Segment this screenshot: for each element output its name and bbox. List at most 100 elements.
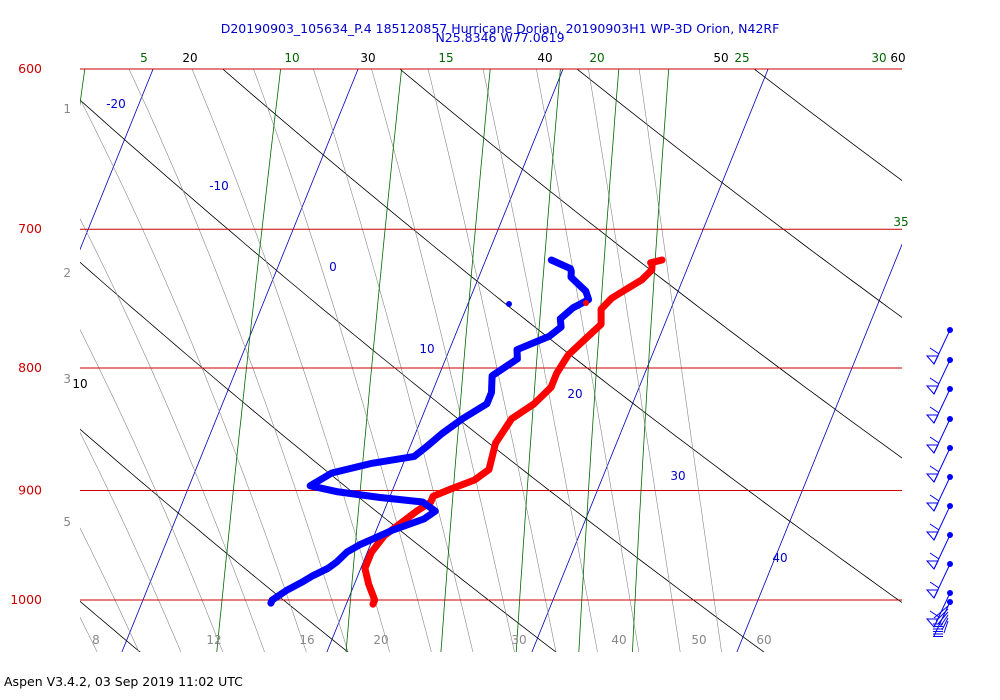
moist-adiabat-line [0,0,29,680]
wind-barb-pennant [925,502,939,512]
wind-barb [925,590,953,628]
moist-adiabat-line [588,69,681,652]
temperature-point [430,493,437,500]
temperature-tick-label: 16 [299,633,314,647]
temperature-point [492,440,499,447]
height-tick-label: 1 [63,102,71,116]
moist-adiabat-line [80,218,265,652]
dry-adiabat-line [80,99,765,652]
dry-adiabat-label: 40 [537,51,552,65]
temperature-point [486,466,492,473]
mixing-ratio-label: 25 [734,51,749,65]
temperature-point [447,486,454,493]
isotherm-label: 20 [567,387,582,401]
isotherm-line [736,243,902,652]
mixing-ratio-label: 15 [438,51,453,65]
dewpoint-point [309,572,316,579]
height-tick-label: 3 [63,372,71,386]
wind-barb-staff [939,614,949,628]
wind-barb-pennant [925,618,939,628]
temperature-point [471,477,478,483]
moist-adiabat-line [313,69,474,652]
wind-barb-staff [933,605,949,619]
footer-text: Aspen V3.4.2, 03 Sep 2019 11:02 UTC [4,674,243,689]
dry-adiabat-label: 10 [72,377,87,391]
wind-barb-cluster [933,605,949,637]
dewpoint-point [558,324,565,330]
moist-adiabat-line [0,0,70,680]
dewpoint-point [573,279,580,286]
dewpoint-point [411,453,418,460]
temperature-trace [361,256,666,608]
mixing-ratio-label: 20 [589,51,604,65]
temperature-point [361,565,368,572]
mixing-ratio-label: 10 [284,51,299,65]
dry-adiabat-label: 50 [713,51,728,65]
wind-barb-pennant [925,355,939,365]
dewpoint-point [357,541,364,548]
dewpoint-point [514,346,520,353]
wind-barb [925,416,953,454]
temperature-point [598,321,605,328]
temperature-tick-label: 20 [373,633,388,647]
wind-barb-feather [929,465,940,473]
height-tick-label: 5 [63,515,71,529]
isotherm-line [121,69,359,652]
isotherm-line [531,69,769,652]
wind-barb [925,445,953,483]
dewpoint-point [568,274,574,281]
dewpoint-point [372,534,379,541]
dewpoint-point [420,516,427,522]
dewpoint-point [298,579,305,586]
dewpoint-point [343,549,350,556]
mixing-ratio-line [578,69,620,652]
dry-adiabat-line [222,69,902,604]
wind-barb-feather [929,436,940,444]
moist-adiabat-line [128,69,349,652]
wind-barb [925,357,953,395]
dewpoint-point [307,482,314,489]
mixing-ratio-line [345,69,403,652]
mixing-ratio-label: 30 [871,51,886,65]
dry-adiabat-line [80,428,349,652]
isotherm-label: -10 [209,179,229,193]
wind-barb-staff [941,617,949,631]
wind-barb-staff [943,620,949,634]
dry-adiabat-label: 60 [890,51,905,65]
dewpoint-point [488,389,495,396]
temperature-point [622,286,629,293]
moist-adiabat-line [191,69,390,652]
isotherm-label: 30 [670,469,685,483]
pressure-tick-label: 600 [18,61,42,76]
wind-barb [925,561,953,599]
wind-barb-pennant [925,589,939,599]
temperature-point [508,415,515,422]
dry-adiabat-label: 30 [360,51,375,65]
temperature-point [371,597,378,603]
dry-adiabat-label: 20 [182,51,197,65]
dewpoint-point [269,597,276,603]
mixing-ratio-line [632,69,670,652]
moist-adiabat-line [253,69,432,652]
dewpoint-point [439,430,446,437]
wind-barb [925,532,953,570]
dewpoint-point [483,400,490,407]
dewpoint-point [582,288,589,295]
isotherm-line [326,69,564,652]
temperature-tick-label: 12 [206,633,221,647]
dewpoint-point [506,301,512,307]
wind-barb-feather [929,523,940,531]
isotherm-line [80,69,154,251]
temperature-point [648,267,655,273]
dewpoint-point [328,470,335,476]
dewpoint-point [557,315,564,322]
moist-adiabat-line [80,527,140,652]
dewpoint-point [367,460,374,467]
isotherm-label: 10 [419,342,434,356]
dry-adiabat-line [753,69,902,182]
mixing-ratio-line [216,69,282,652]
temperature-point [553,370,560,377]
mixing-ratio-line [515,69,561,652]
dewpoint-point [376,494,383,501]
